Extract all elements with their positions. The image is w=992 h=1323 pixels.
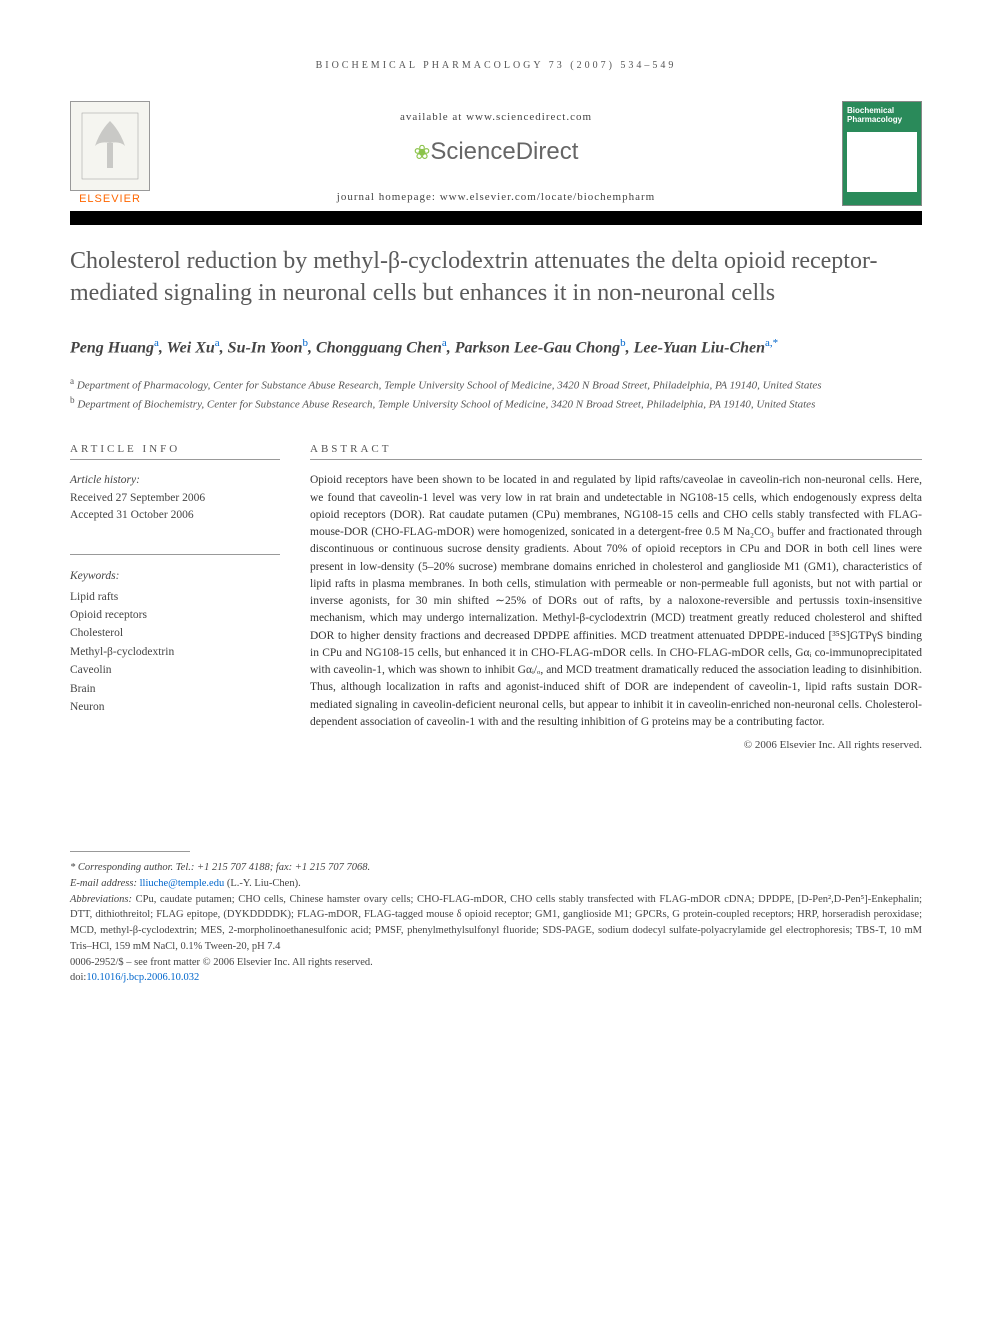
black-divider-bar — [70, 211, 922, 225]
elsevier-label: ELSEVIER — [70, 193, 150, 205]
abstract-column: ABSTRACT Opioid receptors have been show… — [310, 443, 922, 751]
footer-notes: * Corresponding author. Tel.: +1 215 707… — [70, 860, 922, 986]
header-block: ELSEVIER Biochemical Pharmacology availa… — [70, 101, 922, 203]
keyword-item: Neuron — [70, 698, 280, 716]
elsevier-tree-logo — [70, 101, 150, 191]
keyword-item: Cholesterol — [70, 624, 280, 642]
keyword-item: Methyl-β-cyclodextrin — [70, 643, 280, 661]
keyword-item: Caveolin — [70, 661, 280, 679]
keyword-item: Brain — [70, 680, 280, 698]
keyword-item: Opioid receptors — [70, 606, 280, 624]
author-list: Peng Huanga, Wei Xua, Su-In Yoonb, Chong… — [70, 335, 922, 360]
article-history: Article history: Received 27 September 2… — [70, 472, 280, 524]
available-at-text: available at www.sciencedirect.com — [70, 111, 922, 123]
corresponding-author: * Corresponding author. Tel.: +1 215 707… — [70, 860, 922, 876]
affiliations: a Department of Pharmacology, Center for… — [70, 375, 922, 413]
email-link[interactable]: lliuche@temple.edu — [140, 878, 225, 889]
keywords-block: Keywords: Lipid raftsOpioid receptorsCho… — [70, 567, 280, 716]
email-line: E-mail address: lliuche@temple.edu (L.-Y… — [70, 876, 922, 892]
abstract-copyright: © 2006 Elsevier Inc. All rights reserved… — [310, 739, 922, 751]
keywords-label: Keywords: — [70, 567, 280, 585]
abstract-header: ABSTRACT — [310, 443, 922, 460]
article-title: Cholesterol reduction by methyl-β-cyclod… — [70, 245, 922, 310]
article-info-column: ARTICLE INFO Article history: Received 2… — [70, 443, 280, 751]
doi-line: doi:10.1016/j.bcp.2006.10.032 — [70, 970, 922, 986]
leaf-icon: ❀ — [414, 142, 431, 164]
abstract-text: Opioid receptors have been shown to be l… — [310, 472, 922, 731]
sciencedirect-text: ScienceDirect — [430, 138, 578, 165]
running-header: BIOCHEMICAL PHARMACOLOGY 73 (2007) 534–5… — [70, 60, 922, 71]
abbreviations-line: Abbreviations: CPu, caudate putamen; CHO… — [70, 892, 922, 955]
sciencedirect-logo: ❀ScienceDirect — [70, 138, 922, 166]
footer-divider — [70, 851, 190, 852]
journal-homepage-text: journal homepage: www.elsevier.com/locat… — [70, 191, 922, 203]
journal-cover-thumbnail: Biochemical Pharmacology — [842, 101, 922, 206]
cover-title-2: Pharmacology — [847, 115, 917, 124]
keyword-item: Lipid rafts — [70, 588, 280, 606]
received-date: Received 27 September 2006 — [70, 492, 205, 504]
front-matter-line: 0006-2952/$ – see front matter © 2006 El… — [70, 955, 922, 971]
article-info-header: ARTICLE INFO — [70, 443, 280, 460]
keywords-divider — [70, 554, 280, 555]
affiliation-b: b Department of Biochemistry, Center for… — [70, 394, 922, 413]
doi-link[interactable]: 10.1016/j.bcp.2006.10.032 — [86, 972, 199, 983]
cover-title-1: Biochemical — [847, 106, 917, 115]
accepted-date: Accepted 31 October 2006 — [70, 509, 194, 521]
affiliation-a: a Department of Pharmacology, Center for… — [70, 375, 922, 394]
history-label: Article history: — [70, 474, 140, 486]
